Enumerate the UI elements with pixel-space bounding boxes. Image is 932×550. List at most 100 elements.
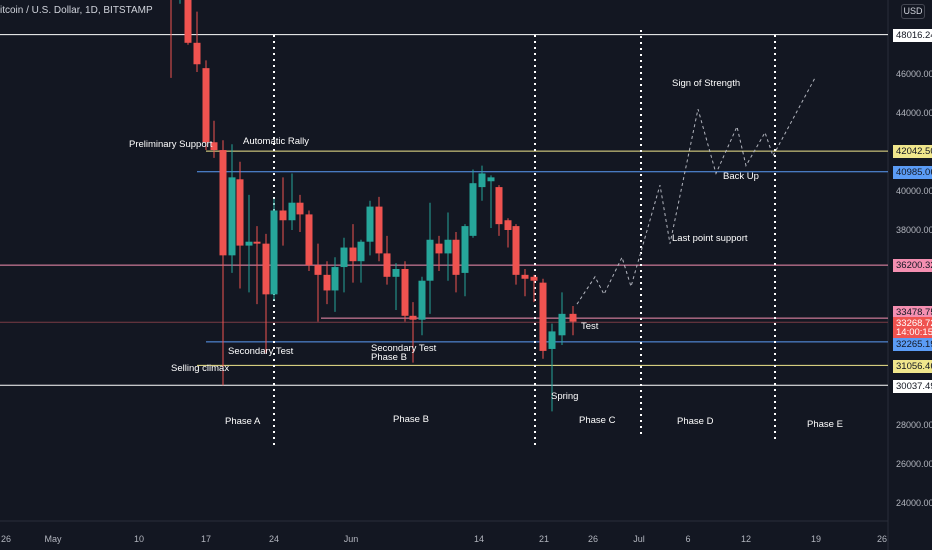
annotation-secondary-test-phase-b: Secondary Test [371,343,437,354]
candle [357,239,365,283]
candle [331,257,339,312]
candle-body [366,206,374,242]
candle-body [504,220,512,230]
candle-body [193,42,201,65]
candle [366,200,374,256]
x-tick: May [44,534,62,544]
y-tick: 40000.00 [896,186,932,196]
candle-body [305,214,313,266]
candle-body [184,0,192,43]
candle [469,169,477,238]
price-label-31056: 31056.46 [893,360,932,373]
candle [409,302,417,363]
price-label-42042: 42042.50 [893,145,932,158]
currency-badge[interactable]: USD [901,4,925,19]
candle-body [539,282,547,351]
candle [193,11,201,73]
x-tick: Jun [343,534,359,544]
candle [512,224,520,285]
candle [219,140,227,386]
current-price-label: 33268.72 [893,317,932,329]
candle-body [569,313,577,322]
candle-body [530,276,538,281]
annotation-preliminary-support: Preliminary Support [129,139,213,150]
phase-c-label: Phase C [579,415,616,426]
candle [288,173,296,230]
price-label-33478: 33478.75 [893,306,932,319]
candle [179,0,181,4]
candle-body [401,269,409,316]
candle [383,235,391,285]
candle-body [236,179,244,246]
x-tick: 24 [268,534,280,544]
candle [228,144,236,273]
y-tick: 44000.00 [896,108,932,118]
candle [296,194,304,232]
candle [210,120,218,158]
price-label-40985: 40985.06 [893,166,932,179]
price-label-48016: 48016.24 [893,29,932,42]
candle [569,306,577,336]
candle-body [409,315,417,320]
candle-body [452,239,460,275]
candle-body [270,210,278,295]
candle-body [314,265,322,275]
candle-body [375,206,383,254]
price-label-32265: 32265.19 [893,338,932,351]
candle-body [323,274,331,291]
candle [245,194,253,293]
candle-body [210,142,218,151]
y-tick: 28000.00 [896,420,932,430]
candle-body [478,173,486,188]
candle [392,263,400,310]
annotation-spring: Spring [551,391,579,402]
candle-body [512,226,520,275]
candle-body [521,274,529,279]
candle [170,0,172,78]
candle-body [461,226,469,273]
candle [521,269,529,297]
countdown-label: 14:00:15 [893,327,932,339]
annotation-last-point-support: Last point support [672,233,748,244]
candle [262,233,270,353]
x-tick: 26 [587,534,599,544]
candle [478,165,486,201]
candle [184,0,192,45]
candle [314,243,322,322]
annotation-test: Test [581,321,599,332]
candle-body [219,150,227,256]
candle-body [495,187,503,225]
y-tick: 38000.00 [896,225,932,235]
candle [253,226,261,305]
candle-body [331,267,339,291]
y-tick: 46000.00 [896,69,932,79]
candle [279,177,287,246]
x-tick: Jul [633,534,645,544]
y-tick: 24000.00 [896,498,932,508]
candle [270,198,278,301]
candle-body [558,313,566,336]
candle [349,224,357,283]
candle-body [444,239,452,254]
phase-a-label: Phase A [225,416,261,427]
phase-b-label: Phase B [393,414,429,425]
x-tick: 6 [685,534,691,544]
candle-body [383,253,391,277]
candle [558,292,566,346]
candle [202,60,210,151]
candle-body [228,177,236,256]
x-tick: 26 [0,534,12,544]
candle [504,218,512,248]
projection-path [576,77,816,305]
candle-body [296,202,304,215]
candle [530,274,538,303]
candle [548,323,556,412]
y-tick: 26000.00 [896,459,932,469]
candle-body [487,177,495,182]
phase-e-label: Phase E [807,419,843,430]
x-tick: 12 [740,534,752,544]
candle-body [279,210,287,221]
candle-body [262,243,270,295]
candle [426,202,434,314]
